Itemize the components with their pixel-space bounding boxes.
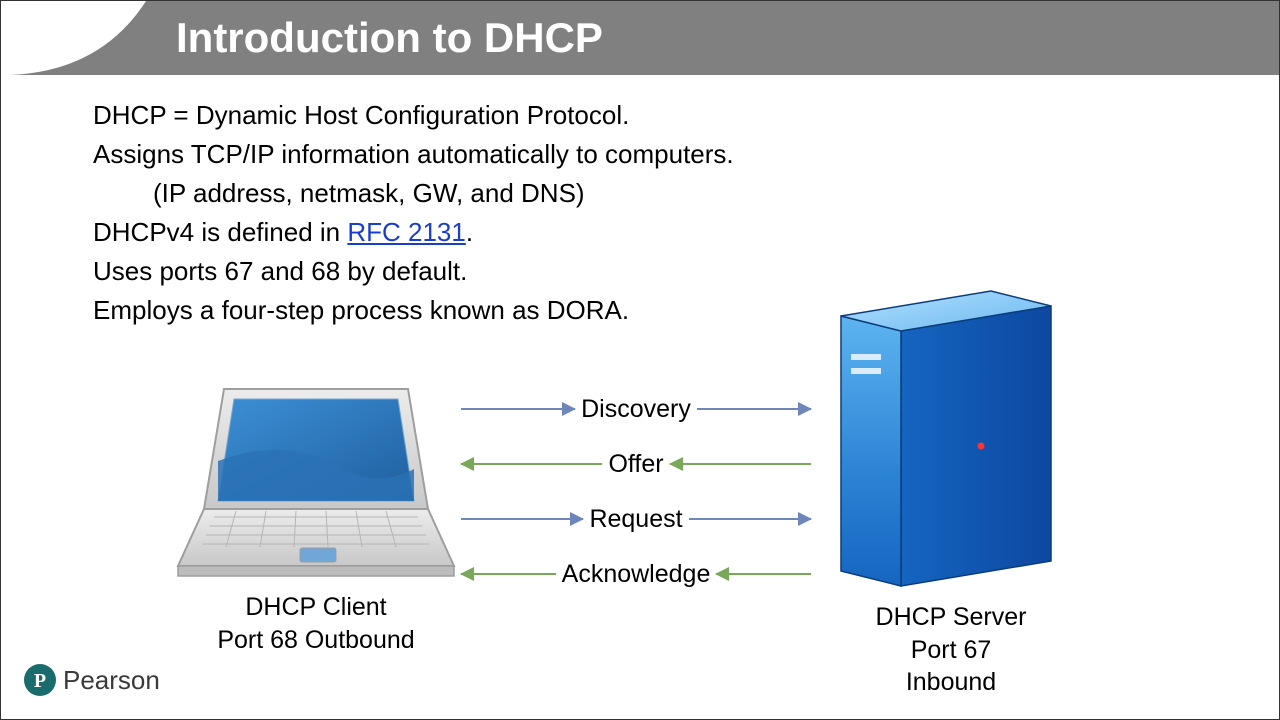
arrow-request: Request: [461, 501, 811, 537]
server-label-line3: Inbound: [836, 666, 1066, 699]
header-bar: Introduction to DHCP: [1, 1, 1279, 75]
server-label-line2: Port 67: [836, 634, 1066, 667]
content-text: DHCP = Dynamic Host Configuration Protoc…: [93, 96, 1239, 330]
pearson-logo: P Pearson: [23, 663, 160, 697]
arrow-acknowledge: Acknowledge: [461, 556, 811, 592]
server-label: DHCP Server Port 67 Inbound: [836, 601, 1066, 699]
arrow-offer: Offer: [461, 446, 811, 482]
svg-text:P: P: [34, 670, 46, 692]
body-line-2: Assigns TCP/IP information automatically…: [93, 135, 1239, 174]
arrow-label-offer: Offer: [602, 450, 669, 479]
rfc-link[interactable]: RFC 2131: [347, 217, 466, 247]
body-line-3: (IP address, netmask, GW, and DNS): [153, 174, 1239, 213]
arrow-label-discovery: Discovery: [575, 395, 697, 424]
server-label-line1: DHCP Server: [836, 601, 1066, 634]
server-icon: [831, 276, 1061, 596]
arrow-discovery: Discovery: [461, 391, 811, 427]
body-line-4: Uses ports 67 and 68 by default.: [93, 252, 1239, 291]
laptop-icon: [176, 381, 456, 581]
pearson-icon: P: [23, 663, 57, 697]
client-label-line2: Port 68 Outbound: [171, 624, 461, 657]
client-label: DHCP Client Port 68 Outbound: [171, 591, 461, 656]
body-line-1: DHCP = Dynamic Host Configuration Protoc…: [93, 96, 1239, 135]
arrow-label-acknowledge: Acknowledge: [556, 560, 717, 589]
rfc-prefix: DHCPv4 is defined in: [93, 217, 347, 247]
arrow-label-request: Request: [583, 505, 688, 534]
body-line-5: Employs a four-step process known as DOR…: [93, 291, 1239, 330]
header-swoosh: [1, 1, 161, 75]
client-label-line1: DHCP Client: [171, 591, 461, 624]
rfc-suffix: .: [466, 217, 473, 247]
body-line-rfc: DHCPv4 is defined in RFC 2131.: [93, 213, 1239, 252]
pearson-brand-text: Pearson: [63, 665, 160, 696]
page-title: Introduction to DHCP: [176, 14, 603, 62]
dora-diagram: Discovery Offer Request Acknowledge DHCP…: [1, 351, 1280, 711]
